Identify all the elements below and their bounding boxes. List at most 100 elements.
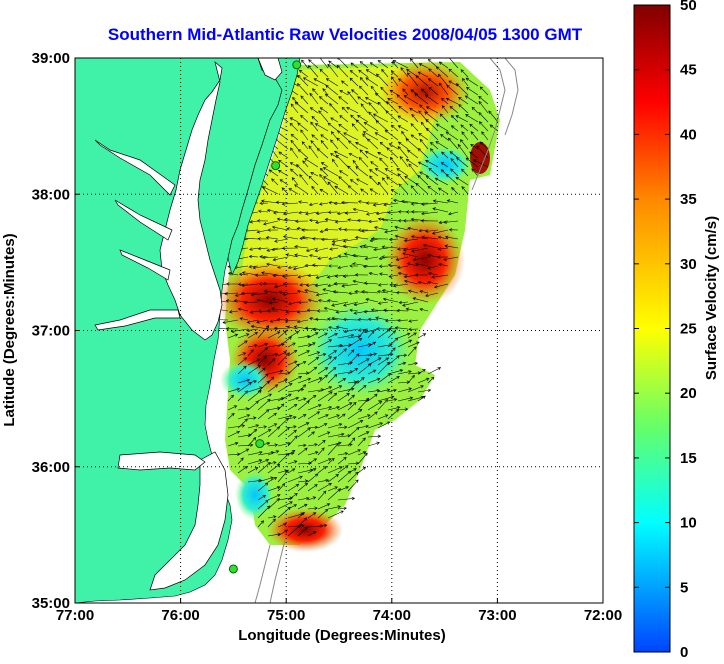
velocity-arrow — [395, 291, 409, 295]
velocity-arrow — [307, 366, 318, 375]
velocity-arrow — [372, 202, 389, 207]
velocity-arrow — [278, 290, 289, 294]
velocity-arrow — [331, 301, 349, 307]
velocity-arrow — [422, 243, 439, 249]
velocity-arrow — [308, 254, 319, 258]
velocity-arrow — [352, 159, 359, 168]
velocity-arrow — [327, 474, 339, 483]
velocity-arrow — [327, 457, 335, 465]
velocity-arrow — [328, 264, 338, 268]
velocity-arrow — [325, 78, 339, 87]
velocity-arrow — [278, 151, 289, 159]
velocity-arrow — [462, 78, 469, 87]
velocity-arrow — [337, 387, 355, 393]
velocity-arrow — [387, 398, 398, 402]
velocity-arrow — [417, 395, 426, 402]
velocity-arrow — [287, 524, 302, 537]
velocity-arrow — [317, 386, 333, 393]
velocity-arrow — [327, 405, 341, 411]
velocity-arrow — [267, 384, 279, 393]
velocity-arrow — [287, 468, 296, 474]
velocity-arrow — [307, 377, 323, 384]
velocity-arrow — [343, 252, 359, 258]
velocity-arrow — [460, 69, 469, 78]
velocity-arrow — [347, 368, 359, 375]
velocity-arrow — [455, 83, 469, 96]
velocity-arrow — [377, 388, 391, 393]
velocity-arrow — [367, 441, 380, 447]
velocity-arrow — [357, 376, 365, 384]
velocity-arrow — [256, 219, 269, 223]
velocity-arrow — [277, 442, 291, 447]
velocity-arrow — [277, 452, 290, 465]
velocity-arrow — [387, 406, 401, 411]
velocity-arrow — [317, 356, 333, 366]
velocity-arrow — [287, 460, 298, 465]
velocity-arrow — [237, 414, 251, 420]
velocity-arrow — [281, 187, 289, 195]
velocity-arrow — [247, 437, 257, 447]
velocity-arrow — [297, 479, 309, 483]
velocity-arrow — [357, 431, 370, 438]
y-tick-label: 39:00 — [32, 50, 70, 67]
velocity-arrow — [315, 274, 329, 279]
velocity-arrow — [227, 387, 241, 393]
velocity-arrow — [328, 326, 339, 330]
velocity-arrow — [237, 307, 249, 312]
velocity-arrow — [357, 451, 367, 456]
velocity-arrow — [465, 77, 479, 87]
velocity-arrow — [447, 137, 459, 150]
velocity-arrow — [377, 152, 389, 159]
velocity-arrow — [374, 168, 389, 177]
colorbar-gradient — [633, 4, 671, 653]
velocity-arrow — [257, 342, 269, 348]
velocity-arrow — [397, 380, 411, 384]
velocity-arrow — [327, 441, 342, 447]
velocity-arrow — [410, 210, 429, 214]
velocity-arrow — [352, 253, 369, 258]
velocity-arrow — [359, 77, 369, 87]
velocity-arrow — [357, 363, 372, 375]
colorbar-tick-label: 5 — [680, 579, 688, 596]
velocity-arrow — [249, 247, 259, 251]
velocity-arrow — [312, 327, 329, 332]
velocity-arrow — [294, 219, 309, 223]
velocity-arrow — [367, 422, 383, 429]
velocity-arrow — [406, 72, 419, 87]
velocity-arrow — [288, 301, 299, 306]
velocity-arrow — [377, 60, 389, 69]
velocity-arrow — [327, 356, 337, 366]
velocity-arrow — [400, 67, 409, 78]
velocity-arrow — [387, 98, 399, 105]
velocity-arrow — [380, 86, 389, 96]
velocity-arrow — [222, 319, 239, 324]
velocity-arrow — [267, 461, 277, 465]
y-tick-label: 36:00 — [32, 459, 70, 476]
velocity-arrow — [307, 496, 317, 501]
velocity-arrow — [297, 377, 312, 384]
velocity-arrow — [237, 365, 247, 375]
colorbar-tick-label: 10 — [680, 515, 697, 532]
velocity-arrow — [417, 71, 429, 78]
velocity-arrow — [428, 68, 439, 78]
velocity-arrow — [397, 339, 413, 348]
velocity-arrow — [327, 283, 339, 288]
velocity-arrow — [282, 282, 299, 286]
velocity-arrow — [277, 378, 288, 384]
velocity-arrow — [335, 325, 349, 330]
velocity-arrow — [297, 300, 309, 304]
velocity-arrow — [341, 80, 349, 87]
velocity-arrow — [247, 424, 260, 429]
velocity-arrow — [228, 310, 239, 314]
velocity-arrow — [250, 324, 269, 330]
velocity-arrow — [363, 281, 379, 285]
velocity-arrow — [307, 451, 319, 456]
velocity-arrow — [298, 200, 309, 204]
velocity-arrow — [346, 107, 359, 114]
pamlico-sound — [149, 451, 229, 591]
velocity-arrow — [419, 104, 429, 114]
velocity-arrow — [267, 443, 279, 447]
y-tick-label: 38:00 — [32, 186, 70, 203]
velocity-arrow — [317, 478, 330, 483]
